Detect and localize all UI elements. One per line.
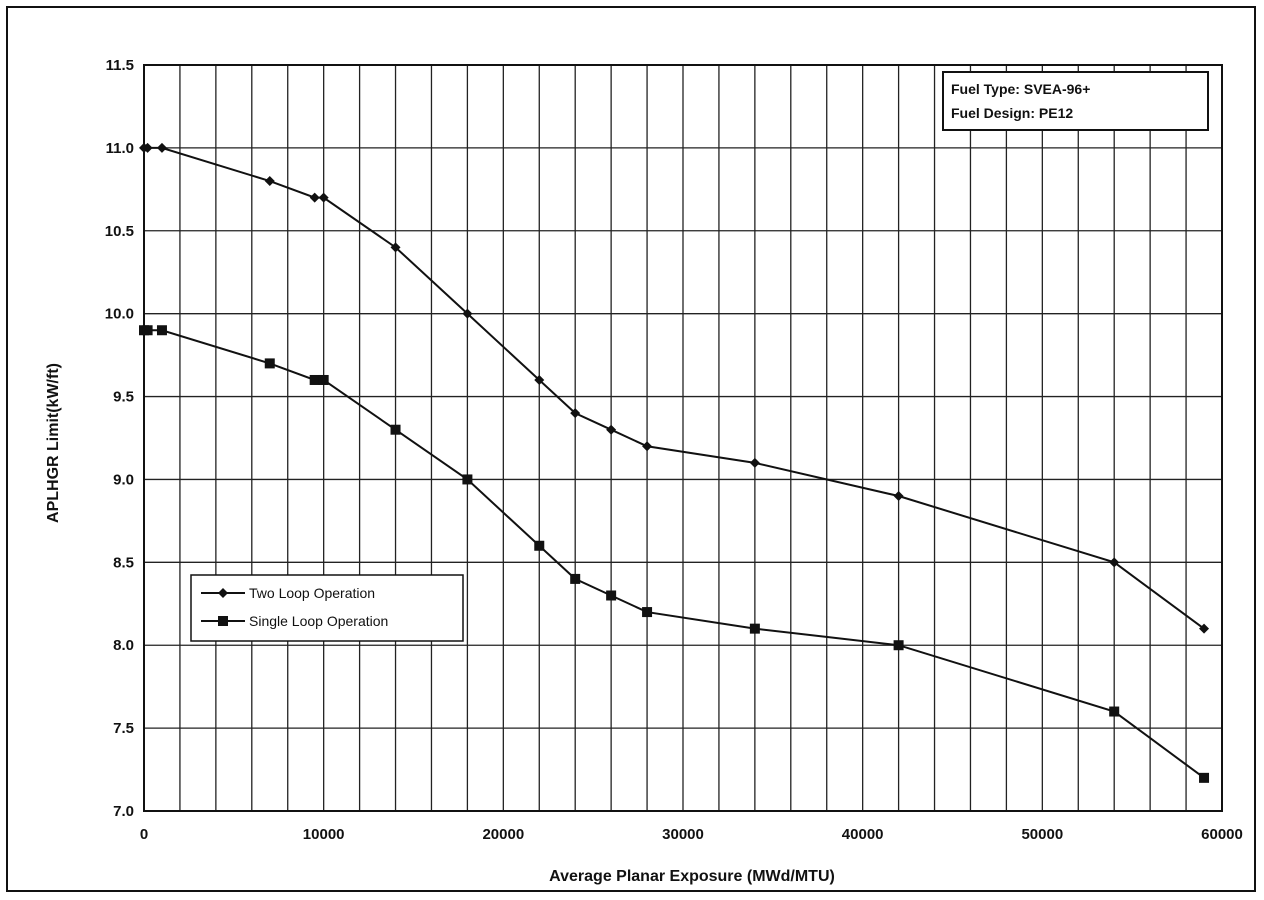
data-point-diamond xyxy=(893,491,904,502)
data-point-diamond xyxy=(156,142,167,153)
data-point-diamond xyxy=(570,408,581,419)
y-tick-label: 10.5 xyxy=(105,223,134,240)
legend-label-single-loop: Single Loop Operation xyxy=(249,613,388,629)
data-point-square xyxy=(390,424,401,435)
data-point-square xyxy=(142,325,153,336)
series-line-single-loop-operation xyxy=(144,329,1205,779)
y-tick-label: 8.0 xyxy=(113,637,134,654)
x-tick-label: 10000 xyxy=(303,826,345,843)
series-two-loop-operation xyxy=(139,142,1210,634)
data-point-diamond xyxy=(462,308,473,319)
y-tick-label: 8.5 xyxy=(113,554,134,571)
plot-area-border xyxy=(143,64,1223,812)
y-tick-label: 7.0 xyxy=(113,803,134,820)
x-tick-label: 40000 xyxy=(842,826,884,843)
data-point-diamond xyxy=(1199,623,1210,634)
y-tick-labels: 7.0 7.5 8.0 8.5 9.0 9.5 10.0 10.5 11.0 11.5 xyxy=(105,57,134,820)
legend-item-single-loop: Single Loop Operation xyxy=(201,613,388,629)
data-point-square xyxy=(264,358,275,369)
data-point-diamond xyxy=(264,176,275,187)
data-point-diamond xyxy=(142,142,153,153)
data-point-square xyxy=(156,325,167,336)
x-tick-labels: 0 10000 20000 30000 40000 50000 60000 xyxy=(140,826,1243,843)
data-point-square xyxy=(534,540,545,551)
data-point-square xyxy=(570,573,581,584)
data-point-diamond xyxy=(642,441,653,452)
grid-lines xyxy=(144,65,1222,811)
x-tick-label: 0 xyxy=(140,826,148,843)
data-point-diamond xyxy=(534,374,545,385)
data-point-diamond xyxy=(1109,557,1120,568)
legend-square-marker xyxy=(218,616,228,626)
data-point-square xyxy=(642,607,653,618)
data-point-diamond xyxy=(318,192,329,203)
legend-diamond-marker xyxy=(218,588,228,598)
y-tick-label: 11.0 xyxy=(106,140,134,157)
data-point-square xyxy=(893,640,904,651)
data-point-square xyxy=(749,623,760,634)
y-tick-label: 9.5 xyxy=(113,389,134,406)
fuel-info-box: Fuel Type: SVEA-96+ Fuel Design: PE12 xyxy=(942,71,1209,131)
legend-item-two-loop: Two Loop Operation xyxy=(201,585,375,601)
x-tick-label: 30000 xyxy=(662,826,704,843)
data-point-square xyxy=(606,590,617,601)
y-axis-title: APLHGR Limit(kW/ft) xyxy=(45,363,62,523)
fuel-design-label: Fuel Design: PE12 xyxy=(951,105,1073,121)
data-point-square xyxy=(1109,706,1120,717)
legend: Two Loop Operation Single Loop Operation xyxy=(190,574,464,642)
data-point-square xyxy=(462,474,473,485)
line-chart: 7.0 7.5 8.0 8.5 9.0 9.5 10.0 10.5 11.0 11.5 0 1000… xyxy=(45,57,1243,885)
x-tick-label: 60000 xyxy=(1201,826,1243,843)
data-point-square xyxy=(318,374,329,385)
data-point-diamond xyxy=(749,457,760,468)
data-point-diamond xyxy=(390,242,401,253)
x-axis-title: Average Planar Exposure (MWd/MTU) xyxy=(549,868,835,885)
legend-border xyxy=(190,574,464,642)
data-point-diamond xyxy=(309,192,320,203)
x-tick-label: 50000 xyxy=(1021,826,1063,843)
data-point-diamond xyxy=(606,424,617,435)
y-tick-label: 7.5 xyxy=(113,720,134,737)
series-layer xyxy=(139,142,1210,783)
y-tick-label: 11.5 xyxy=(106,57,134,74)
series-line-two-loop-operation xyxy=(144,146,1205,630)
legend-label-two-loop: Two Loop Operation xyxy=(249,585,375,601)
x-tick-label: 20000 xyxy=(482,826,524,843)
data-point-square xyxy=(309,374,320,385)
info-box-border xyxy=(942,71,1209,131)
chart-frame: 7.0 7.5 8.0 8.5 9.0 9.5 10.0 10.5 11.0 11.5 0 1000… xyxy=(6,6,1256,892)
fuel-type-label: Fuel Type: SVEA-96+ xyxy=(951,81,1090,97)
data-point-square xyxy=(1199,772,1210,783)
y-tick-label: 9.0 xyxy=(113,471,134,488)
series-single-loop-operation xyxy=(139,325,1210,783)
y-tick-label: 10.0 xyxy=(105,306,134,323)
